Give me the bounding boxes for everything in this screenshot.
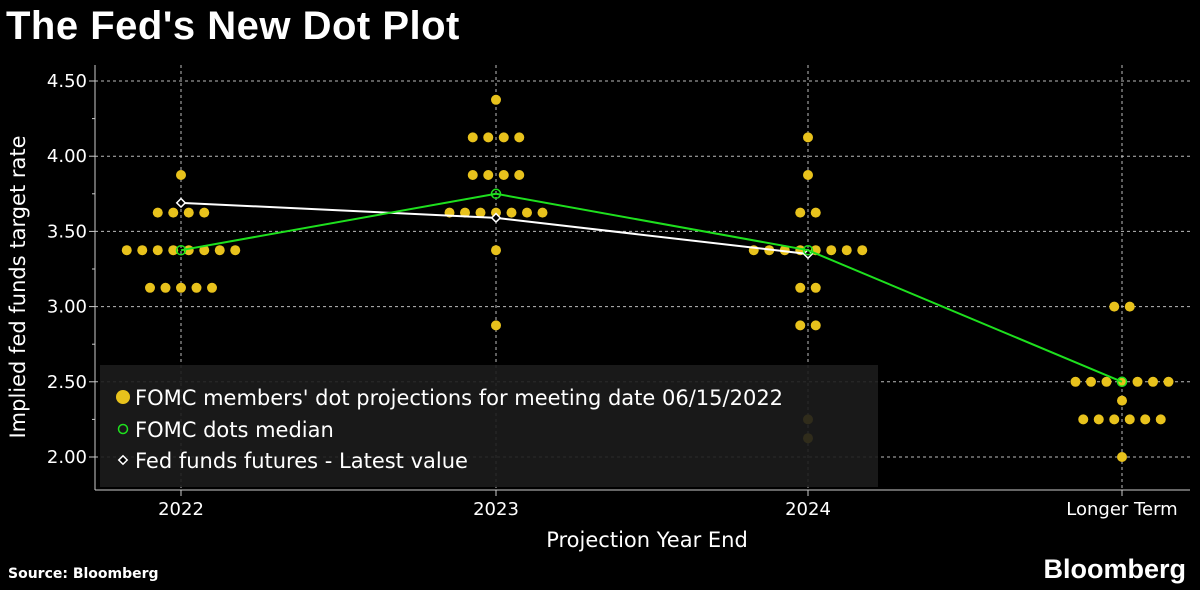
legend-box (100, 365, 878, 487)
y-tick-label: 2.00 (47, 447, 87, 468)
legend-futures-icon (117, 454, 129, 466)
x-axis-label: Projection Year End (546, 528, 748, 552)
y-tick-label: 3.50 (47, 221, 87, 242)
dot-projection (1109, 414, 1120, 425)
y-axis-label: Implied fed funds target rate (6, 135, 30, 438)
dot-projections (121, 94, 1174, 462)
y-tick-label: 4.00 (47, 146, 87, 167)
futures-point (175, 197, 187, 209)
y-tick-label: 3.00 (47, 297, 87, 318)
dot-projection (121, 245, 132, 256)
dot-projection (191, 282, 202, 293)
y-tick-label: 4.50 (47, 71, 87, 92)
dot-projection (795, 320, 806, 331)
dot-projection (176, 170, 186, 180)
median-point (802, 244, 814, 256)
dot-projection (1140, 414, 1151, 425)
dot-projection (199, 245, 210, 256)
dot-projection (779, 245, 790, 256)
dot-projection (803, 170, 813, 180)
dot-projection (183, 207, 194, 218)
dot-projection (491, 245, 501, 256)
dot-projection (1148, 376, 1158, 387)
dot-projection (1155, 414, 1166, 425)
dot-projection (803, 132, 813, 143)
dot-projection (1101, 376, 1112, 387)
dot-projection (522, 207, 532, 218)
dot-projection (207, 282, 217, 293)
legend: FOMC members' dot projections for meetin… (100, 365, 878, 487)
median-point (175, 244, 187, 256)
dot-projection (498, 132, 509, 143)
dot-projection (1109, 301, 1120, 312)
axes: 2.00 2.50 3.00 3.50 4.00 4.50 2022 2023 2024 Long… (47, 65, 1190, 520)
dot-projection (467, 170, 478, 180)
dot-projection (491, 320, 501, 331)
dot-projection (1070, 376, 1081, 387)
x-tick-label: 2023 (473, 499, 519, 520)
legend-entry: FOMC dots median (135, 418, 334, 442)
y-tick-label: 2.50 (47, 372, 87, 393)
dot-projection (1086, 376, 1096, 387)
median-point (1116, 376, 1128, 388)
dot-projection (506, 207, 517, 218)
dot-projection (514, 132, 525, 143)
dot-projection (137, 245, 148, 256)
dot-projection (795, 207, 806, 218)
dot-projection (537, 207, 548, 218)
x-tick-label: 2024 (785, 499, 831, 520)
dot-projection (810, 207, 821, 218)
dot-projection (483, 132, 494, 143)
dot-projection (467, 132, 478, 143)
dot-projection (160, 282, 171, 293)
dot-projection (176, 282, 186, 293)
median-point (490, 188, 502, 200)
dot-projection (1124, 301, 1135, 312)
dot-projection (498, 170, 509, 180)
dot-projection (491, 94, 501, 105)
legend-dot-icon (116, 390, 130, 404)
source-note: Source: Bloomberg (8, 566, 159, 582)
series-lines (175, 188, 1128, 388)
dot-projection (1078, 414, 1089, 425)
dot-projection (810, 320, 821, 331)
x-tick-label: Longer Term (1066, 499, 1177, 520)
x-tick-label: 2022 (158, 499, 204, 520)
dot-projection (1117, 395, 1127, 406)
dot-projection (152, 245, 163, 256)
dot-projection (152, 207, 163, 218)
dot-projection (483, 170, 494, 180)
legend-entry: Fed funds futures - Latest value (135, 449, 468, 473)
dot-projection (841, 245, 852, 256)
dot-projection (168, 207, 179, 218)
dot-projection (857, 245, 868, 256)
dot-projection (145, 282, 155, 293)
dot-projection (795, 282, 806, 293)
dot-projection (1124, 414, 1135, 425)
dot-projection (475, 207, 486, 218)
futures-point (490, 212, 502, 224)
median-line (180, 192, 1123, 383)
dot-projection (514, 170, 525, 180)
dot-projection (1093, 414, 1104, 425)
legend-median-icon (117, 423, 129, 435)
dot-projection (1117, 452, 1127, 462)
dot-projection (1163, 376, 1174, 387)
dot-projection (810, 282, 821, 293)
bloomberg-logo: Bloomberg (1043, 554, 1186, 584)
dot-projection (168, 245, 179, 256)
chart-title: The Fed's New Dot Plot (6, 4, 460, 48)
dot-projection (214, 245, 225, 256)
dot-projection (460, 207, 470, 218)
dot-projection (230, 245, 241, 256)
legend-entry: FOMC members' dot projections for meetin… (135, 386, 783, 410)
dot-projection (826, 245, 837, 256)
dot-projection (1132, 376, 1143, 387)
dot-projection (199, 207, 210, 218)
